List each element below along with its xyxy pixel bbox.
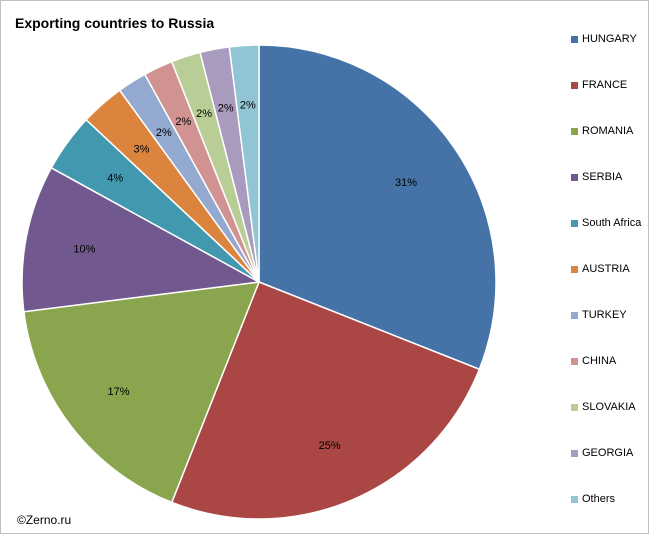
pie-slice-france — [170, 281, 481, 520]
pie-slice-others — [228, 44, 260, 283]
data-label-china: 2% — [175, 116, 191, 128]
pie-slice-romania — [23, 281, 261, 504]
legend-swatch — [571, 357, 578, 365]
legend-label: Others — [582, 493, 616, 505]
data-label-georgia: 2% — [218, 102, 234, 114]
legend-swatch — [571, 403, 578, 411]
legend-item-austria: AUSTRIA — [571, 261, 630, 277]
legend-item-china: CHINA — [571, 353, 616, 369]
legend-label: TURKEY — [582, 309, 627, 321]
legend-label: SLOVAKIA — [582, 401, 636, 413]
data-label-france: 25% — [319, 440, 341, 452]
copyright-notice: ©Zerno.ru — [17, 513, 72, 527]
data-label-south-africa: 4% — [107, 173, 123, 185]
data-label-austria: 3% — [134, 144, 150, 156]
legend-item-serbia: SERBIA — [571, 169, 622, 185]
legend-swatch — [571, 449, 578, 457]
data-label-slovakia: 2% — [196, 108, 212, 120]
legend-swatch — [571, 311, 578, 319]
pie-slice-hungary — [258, 44, 497, 371]
data-label-turkey: 2% — [156, 127, 172, 139]
legend-label: CHINA — [582, 355, 617, 367]
legend-item-romania: ROMANIA — [571, 123, 633, 139]
legend-label: SERBIA — [582, 171, 623, 183]
legend-swatch — [571, 495, 578, 503]
legend-swatch — [571, 35, 578, 43]
legend-label: ROMANIA — [582, 125, 634, 137]
chart-title: Exporting countries to Russia — [15, 15, 215, 31]
legend-swatch — [571, 127, 578, 135]
legend-item-turkey: TURKEY — [571, 307, 627, 323]
legend-item-georgia: GEORGIA — [571, 445, 633, 461]
legend-label: FRANCE — [582, 79, 628, 91]
legend-label: GEORGIA — [582, 447, 634, 459]
legend-label: HUNGARY — [582, 33, 637, 45]
legend-item-hungary: HUNGARY — [571, 31, 637, 47]
pie-slice-serbia — [21, 166, 262, 313]
data-label-others: 2% — [240, 100, 256, 112]
legend-label: South Africa — [582, 217, 642, 229]
legend-label: AUSTRIA — [582, 263, 630, 275]
legend-swatch — [571, 81, 578, 89]
legend-swatch — [571, 219, 578, 227]
legend-item-south-africa: South Africa — [571, 215, 641, 231]
data-label-hungary: 31% — [395, 177, 417, 189]
legend-item-others: Others — [571, 491, 615, 507]
legend-swatch — [571, 173, 578, 181]
data-label-serbia: 10% — [73, 244, 95, 256]
data-label-romania: 17% — [107, 386, 129, 398]
legend-item-slovakia: SLOVAKIA — [571, 399, 636, 415]
legend-swatch — [571, 265, 578, 273]
legend-item-france: FRANCE — [571, 77, 627, 93]
